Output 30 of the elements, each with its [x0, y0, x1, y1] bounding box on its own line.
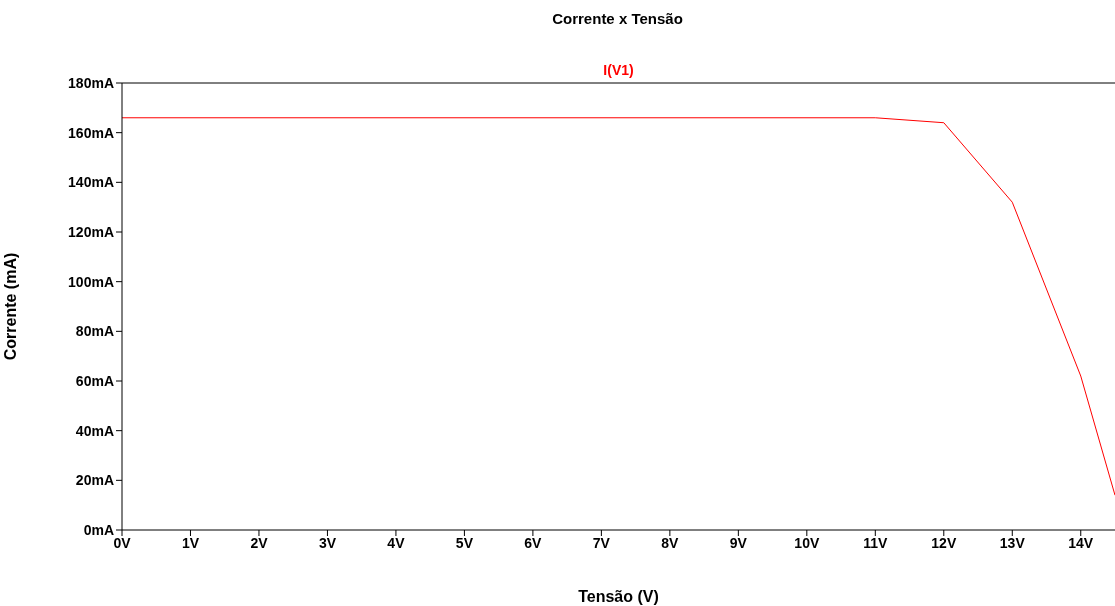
x-tick-label: 14V — [1068, 534, 1094, 551]
y-axis-title: Corrente (mA) — [1, 252, 19, 361]
y-tick-label: 120mA — [68, 223, 114, 240]
x-tick-label: 13V — [999, 534, 1026, 551]
x-tick-label: 3V — [318, 534, 337, 551]
y-tick-label: 0mA — [83, 521, 114, 538]
y-tick-label: 40mA — [75, 422, 114, 439]
line-series — [122, 117, 1115, 496]
x-axis-title: Tensão (V) — [578, 588, 659, 605]
y-tick-label: 60mA — [75, 372, 114, 389]
text: I(V1) — [603, 62, 634, 78]
x-tick-label: 6V — [524, 534, 543, 551]
y-tick-label: 100mA — [68, 273, 114, 290]
x-tick-label: 7V — [592, 534, 611, 551]
x-tick-label: 0V — [113, 534, 132, 551]
y-tick-label: 20mA — [75, 472, 114, 489]
x-tick-label: 5V — [455, 534, 474, 551]
x-tick-label: 2V — [250, 534, 269, 551]
y-tick-label: 80mA — [75, 323, 114, 340]
x-tick-label: 10V — [794, 534, 820, 551]
chart-title: Corrente x Tensão — [551, 10, 684, 27]
x-tick-label: 12V — [931, 534, 957, 551]
x-tick-label: 1V — [181, 534, 200, 551]
x-tick-label: 8V — [661, 534, 680, 551]
y-tick-label: 180mA — [68, 74, 114, 91]
y-tick-label: 140mA — [68, 174, 114, 191]
x-tick-label: 9V — [729, 534, 748, 551]
y-tick-label: 160mA — [68, 124, 114, 141]
x-tick-label: 4V — [387, 534, 406, 551]
x-tick-label: 11V — [863, 534, 889, 551]
